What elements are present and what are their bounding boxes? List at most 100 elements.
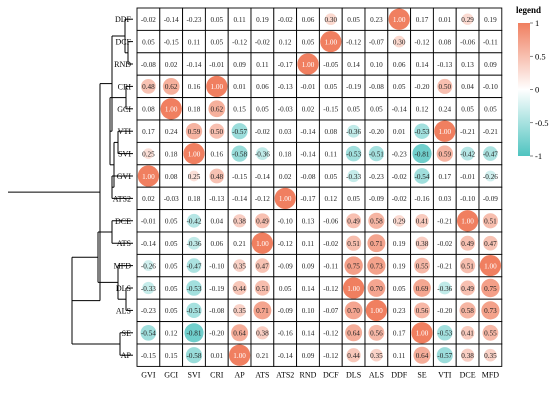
cell-value-label: -0.12 — [323, 352, 338, 360]
cell-value-label: 0.05 — [484, 106, 497, 114]
cell-value-label: 1.00 — [325, 38, 338, 46]
correlation-circle — [142, 281, 155, 295]
cell-value-label: 0.38 — [256, 330, 269, 338]
cell-value-label: 0.59 — [188, 128, 201, 136]
cell-value-label: -0.26 — [141, 262, 156, 270]
cell-value-label: 0.58 — [461, 307, 474, 315]
cell-value-label: -0.36 — [255, 150, 270, 158]
row-label: SVI — [118, 150, 131, 159]
correlation-circle — [414, 123, 430, 139]
correlation-circle — [460, 146, 475, 161]
cell-value-label: 0.08 — [142, 106, 155, 114]
cell-value-label: -0.10 — [460, 195, 475, 203]
cell-value-label: 0.02 — [142, 195, 155, 203]
cell-value-label: 0.18 — [279, 150, 292, 158]
column-label: ATS2 — [276, 370, 294, 379]
cell-value-label: 0.25 — [188, 173, 201, 181]
correlation-circle — [256, 147, 269, 160]
correlation-circle — [187, 236, 201, 250]
cell-value-label: 0.11 — [256, 61, 269, 69]
correlation-circle — [253, 301, 272, 320]
cell-value-label: 0.02 — [165, 61, 178, 69]
correlation-circle — [345, 324, 363, 342]
cell-value-label: -0.20 — [369, 128, 384, 136]
correlation-circle — [368, 212, 385, 229]
cell-value-label: 0.44 — [233, 285, 246, 293]
correlation-circle — [368, 146, 384, 162]
cell-value-label: -0.23 — [141, 307, 156, 315]
cell-value-label: 0.38 — [233, 218, 246, 226]
cell-value-label: -0.14 — [232, 195, 247, 203]
cell-value-label: 0.04 — [211, 218, 224, 226]
cell-value-label: -0.54 — [141, 330, 156, 338]
cell-value-label: 0.71 — [256, 307, 269, 315]
correlation-circle — [414, 168, 430, 184]
cell-value-label: 0.35 — [233, 307, 246, 315]
correlation-circle — [437, 325, 453, 341]
cell-value-label: -0.05 — [323, 61, 338, 69]
cell-value-label: -0.02 — [392, 173, 407, 181]
cell-value-label: 0.30 — [325, 16, 338, 24]
cell-value-label: 0.23 — [393, 307, 406, 315]
column-label: GCI — [164, 370, 178, 379]
cell-value-label: 0.55 — [484, 330, 497, 338]
cell-value-label: 0.02 — [302, 106, 315, 114]
cell-value-label: -0.02 — [278, 16, 293, 24]
correlation-circle — [254, 280, 270, 296]
correlation-circle — [188, 170, 200, 182]
correlation-circle — [141, 79, 156, 94]
cell-value-label: -0.33 — [141, 285, 156, 293]
cell-value-label: 0.19 — [393, 240, 406, 248]
cell-value-label: 0.59 — [439, 150, 452, 158]
correlation-circle — [460, 280, 476, 296]
cell-value-label: -0.08 — [369, 83, 384, 91]
cell-value-label: 0.49 — [461, 285, 474, 293]
cell-value-label: -0.06 — [323, 218, 338, 226]
cell-value-label: -0.19 — [346, 83, 361, 91]
cell-value-label: 0.05 — [165, 240, 178, 248]
cell-value-label: -0.09 — [278, 262, 293, 270]
cell-value-label: 1.00 — [165, 106, 178, 114]
correlation-circle — [185, 123, 203, 140]
correlation-circle — [346, 213, 362, 229]
correlation-circle — [186, 280, 202, 296]
cell-value-label: 0.41 — [416, 218, 429, 226]
cell-value-label: 0.35 — [370, 352, 383, 360]
cell-value-label: -0.53 — [415, 128, 430, 136]
correlation-circle — [370, 348, 383, 362]
cell-value-label: -0.26 — [483, 173, 498, 181]
cell-value-label: 1.00 — [439, 128, 452, 136]
correlation-circle — [434, 120, 456, 142]
cell-value-label: -0.21 — [437, 262, 452, 270]
cell-value-label: 0.49 — [256, 218, 269, 226]
cell-value-label: 0.08 — [325, 128, 338, 136]
correlation-circle — [185, 347, 203, 364]
cell-value-label: 1.00 — [302, 61, 315, 69]
cell-value-label: 0.09 — [302, 352, 315, 360]
row-label: ATS — [117, 239, 131, 248]
cell-value-label: 0.14 — [347, 61, 360, 69]
cell-value-label: -0.15 — [141, 352, 156, 360]
cell-value-label: 0.05 — [347, 195, 360, 203]
cell-value-label: 1.00 — [279, 195, 292, 203]
cell-value-label: -0.14 — [392, 106, 407, 114]
cell-value-label: 0.16 — [188, 83, 201, 91]
cell-value-label: -0.17 — [278, 61, 293, 69]
cell-value-label: -0.51 — [369, 150, 384, 158]
cell-value-label: 0.12 — [325, 195, 338, 203]
legend-colorbar — [518, 23, 530, 156]
cell-value-label: 0.51 — [347, 240, 360, 248]
correlation-circle — [388, 8, 410, 30]
cell-value-label: 0.03 — [279, 128, 292, 136]
correlation-circle — [415, 213, 429, 228]
cell-value-label: -0.12 — [278, 240, 293, 248]
correlation-circle — [413, 346, 431, 364]
cell-value-label: -0.01 — [460, 173, 475, 181]
cell-value-label: 0.19 — [393, 262, 406, 270]
cell-value-label: 0.05 — [165, 262, 178, 270]
cell-value-label: -0.53 — [187, 285, 202, 293]
correlation-circle — [484, 170, 496, 182]
cell-value-label: 0.19 — [484, 16, 497, 24]
cell-value-label: -0.20 — [415, 83, 430, 91]
cell-value-label: 0.21 — [256, 352, 269, 360]
